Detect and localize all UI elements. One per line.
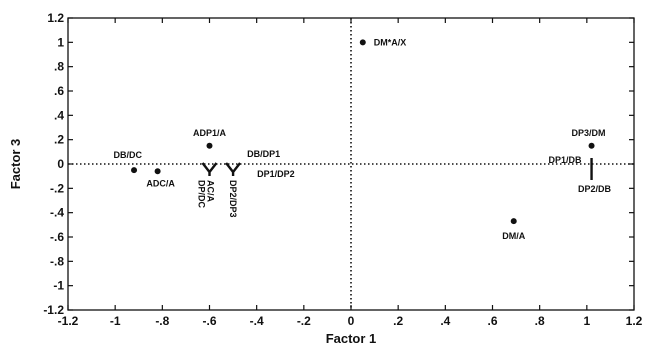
point-label-dp3-dm: DP3/DM [572,128,606,138]
x-axis-label: Factor 1 [326,331,377,346]
point-label-adp1-a: ADP1/A [193,128,227,138]
point-label-adc-a: ADC/A [146,178,175,188]
annotation-label-dp1-db: DP1/DB [549,155,583,165]
y-tick-label: -1.2 [43,303,64,317]
annotation-label-dp2-db: DP2/DB [578,184,612,194]
point-label-dm-a-x: DM*A/X [374,37,407,47]
x-tick-label: 0 [348,314,355,328]
branch-marker-left [201,162,218,176]
y-tick-label: 1.2 [47,11,64,25]
x-tick-label: -.2 [297,314,311,328]
x-tick-label: .2 [393,314,403,328]
y-tick-label: .2 [54,133,64,147]
reference-lines [68,18,634,310]
annotation-label-dp1-dp2: DP1/DP2 [257,169,295,179]
x-tick-label: -.4 [250,314,264,328]
annotation-label-db-dp1: DB/DP1 [247,149,280,159]
data-point-db-dc [131,167,138,174]
x-tick-label: .6 [487,314,497,328]
x-axis-ticks: -1.2 -1 -.8 -.6 -.4 -.2 0 .2 .4 .6 .8 1 1.2 [58,18,643,328]
data-points: DM*A/X ADP1/A DB/DC ADC/A DP3/DM DM/A [114,37,606,241]
y-tick-label: -.8 [50,254,64,268]
y-tick-label: -.6 [50,230,64,244]
y-tick-label: -1 [53,279,64,293]
y-tick-label: -.2 [50,181,64,195]
annotations: DB/DP1 DP1/DP2 AC/ADP/DC DP2/DP3 DP1/DB DP2/D… [197,149,612,218]
data-point-dm-a-x [359,39,366,46]
y-axis-ticks: 1.2 1 .8 .6 .4 .2 0 -.2 -.4 -.6 -.8 -1 -1.2 [43,11,634,317]
y-tick-label: 0 [57,157,64,171]
x-tick-label: .8 [535,314,545,328]
data-point-adp1-a [206,142,213,149]
data-point-dp3-dm [588,142,595,149]
point-label-db-dc: DB/DC [114,150,143,160]
x-tick-label: -1 [110,314,121,328]
data-point-dm-a [510,218,517,225]
y-tick-label: 1 [57,35,64,49]
data-point-adc-a [154,168,161,175]
y-tick-label: .4 [54,108,64,122]
x-tick-label: -.6 [202,314,216,328]
y-tick-label: -.4 [50,206,64,220]
annotation-label-dp-dc: DP/DC [197,180,207,209]
branch-marker-right [225,162,242,176]
annotation-label-ac-a: AC/A [206,180,216,202]
y-axis-label: Factor 3 [8,139,23,190]
y-tick-label: .6 [54,84,64,98]
x-tick-label: 1.2 [626,314,643,328]
y-tick-label: .8 [54,60,64,74]
x-tick-label: -.8 [155,314,169,328]
point-label-dm-a: DM/A [502,231,525,241]
annotation-label-dp2-dp3: DP2/DP3 [228,180,238,218]
x-tick-label: .4 [440,314,450,328]
x-tick-label: 1 [583,314,590,328]
x-tick-label: -1.2 [58,314,79,328]
